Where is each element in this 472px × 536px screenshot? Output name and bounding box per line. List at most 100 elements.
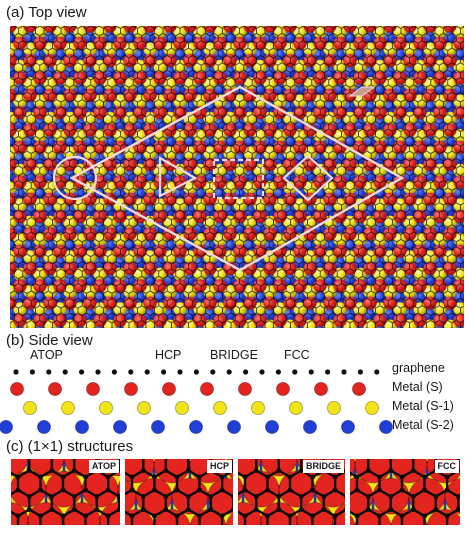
metal-s1-atom	[22, 401, 37, 416]
graphene-atom	[49, 507, 55, 512]
graphene-atom	[140, 507, 146, 512]
graphene-atom	[60, 513, 66, 519]
graphene-atom	[325, 369, 331, 375]
graphene-atom	[354, 487, 360, 493]
graphene-atom	[197, 487, 202, 493]
metal-s-atom	[444, 477, 461, 515]
graphene-atom	[46, 369, 52, 375]
graphene-atom	[365, 494, 371, 499]
graphene-atom	[219, 474, 225, 480]
panel-b-label: (b) Side view	[6, 332, 93, 349]
layer-label-metal-s: Metal (S)	[392, 380, 443, 394]
metal-s2-atom	[150, 420, 165, 435]
graphene-atom	[310, 474, 315, 480]
metal-s-atom	[161, 382, 176, 397]
structure-fcc-image	[349, 458, 461, 526]
graphene-atom	[433, 494, 439, 499]
graphene-atom	[276, 494, 282, 499]
graphene-atom	[388, 468, 394, 473]
layer-label-metal-s2: Metal (S-2)	[392, 418, 454, 432]
graphene-atom	[276, 468, 282, 473]
graphene-atom	[163, 507, 169, 512]
graphene-atom	[321, 494, 327, 499]
graphene-atom	[161, 369, 167, 375]
graphene-atom	[62, 369, 68, 375]
metal-s-atom	[314, 470, 346, 508]
metal-s-atom	[351, 382, 366, 397]
graphene-atom	[456, 494, 461, 499]
metal-s-atom	[225, 511, 234, 526]
graphene-atom	[208, 507, 214, 512]
graphene-atom	[259, 369, 265, 375]
graphene-atom	[321, 507, 327, 512]
metal-s1-atom	[364, 401, 379, 416]
graphene-atom	[388, 507, 394, 512]
graphene-atom	[242, 513, 248, 519]
graphene-atom	[163, 468, 169, 473]
unit-cell-marker	[348, 86, 376, 97]
graphene-atom	[111, 369, 117, 375]
graphene-atom	[276, 507, 282, 512]
graphene-atom	[152, 487, 157, 493]
layer-label-metal-s1: Metal (S-1)	[392, 399, 454, 413]
metal-s2-atom	[264, 420, 279, 435]
graphene-atom	[377, 513, 382, 519]
graphene-atom	[253, 494, 259, 499]
metal-s-atom	[124, 382, 139, 397]
graphene-atom	[287, 513, 293, 519]
graphene-atom	[15, 474, 21, 480]
graphene-atom	[310, 487, 315, 493]
metal-s1-atom	[212, 401, 227, 416]
metal-s-atom	[390, 508, 428, 526]
atop-site-circle-marker	[52, 155, 98, 201]
graphene-atom	[422, 474, 427, 480]
graphene-atom	[60, 474, 66, 480]
graphene-atom	[422, 487, 427, 493]
graphene-atom	[49, 468, 55, 473]
metal-s2-atom	[226, 420, 241, 435]
graphene-atom	[298, 507, 304, 512]
graphene-atom	[163, 494, 169, 499]
graphene-atom	[38, 487, 43, 493]
graphene-atom	[105, 487, 111, 493]
graphene-atom	[219, 487, 225, 493]
metal-s1-atom	[288, 401, 303, 416]
graphene-atom	[185, 507, 191, 512]
graphene-atom	[357, 369, 363, 375]
graphene-atom	[332, 474, 338, 480]
graphene-overlay	[10, 26, 464, 328]
graphene-atom	[308, 369, 314, 375]
top-view-image	[10, 26, 464, 328]
side-label-bridge: BRIDGE	[210, 348, 258, 362]
graphene-atom	[332, 513, 338, 519]
graphene-atom	[410, 507, 416, 512]
graphene-atom	[185, 468, 191, 473]
graphene-atom	[456, 507, 461, 512]
graphene-atom	[79, 369, 85, 375]
metal-s-atom	[10, 458, 29, 477]
graphene-atom	[219, 513, 225, 519]
graphene-atom	[444, 513, 450, 519]
graphene-atom	[399, 513, 405, 519]
metal-s1-atom	[61, 401, 76, 416]
graphene-lattice	[237, 458, 346, 526]
side-view-image	[0, 369, 393, 435]
structure-fcc-label: FCC	[434, 460, 459, 473]
graphene-atom	[71, 507, 77, 512]
graphene-atom	[265, 474, 270, 480]
graphene-atom	[174, 474, 180, 480]
metal-s2-atom	[340, 420, 355, 435]
graphene-atom	[242, 487, 248, 493]
graphene-atom	[60, 487, 66, 493]
metal-s-atom	[242, 470, 280, 508]
graphene-atom	[365, 507, 371, 512]
graphene-atom	[377, 487, 382, 493]
layer-label-graphene: graphene	[392, 361, 445, 375]
metal-s2-atom	[378, 420, 393, 435]
graphene-atom	[275, 369, 281, 375]
graphene-atom	[71, 468, 77, 473]
graphene-atom	[185, 494, 191, 499]
graphene-atom	[374, 369, 380, 375]
panel-c-label: (c) (1×1) structures	[6, 438, 134, 455]
moire-cell-outline	[69, 85, 405, 272]
